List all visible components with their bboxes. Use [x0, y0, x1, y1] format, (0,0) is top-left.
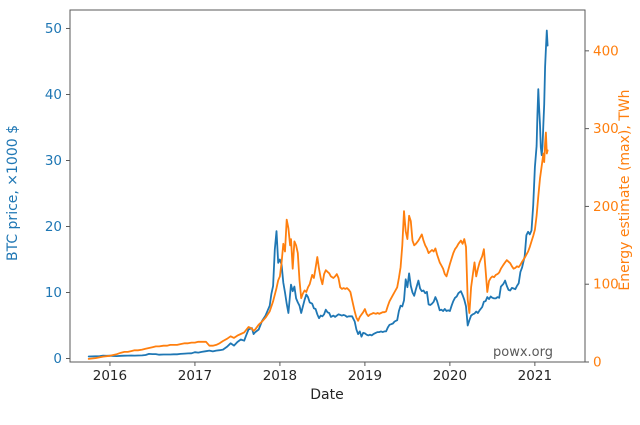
data-lines — [87, 29, 549, 360]
left-tick-label: 30 — [45, 153, 62, 169]
right-tick-label: 200 — [593, 199, 619, 215]
left-tick-label: 50 — [45, 21, 62, 37]
x-tick-label: 2016 — [93, 368, 127, 384]
right-tick-label: 400 — [593, 43, 619, 59]
left-tick-label: 40 — [45, 87, 62, 103]
x-axis-ticks: 2016 2017 2018 2019 2020 2021 — [93, 362, 552, 384]
x-tick-label: 2021 — [518, 368, 552, 384]
x-axis-label: Date — [310, 387, 343, 403]
right-tick-label: 0 — [593, 355, 602, 371]
watermark-text: powx.org — [493, 345, 553, 360]
left-tick-label: 20 — [45, 219, 62, 235]
plot-border — [69, 9, 586, 363]
x-tick-label: 2020 — [433, 368, 467, 384]
y-left-axis-label: BTC price, ×1000 $ — [5, 125, 21, 261]
x-tick-label: 2017 — [178, 368, 212, 384]
y-right-axis-label: Energy estimate (max), TWh — [617, 89, 633, 290]
x-tick-label: 2018 — [263, 368, 297, 384]
left-axis-ticks: 0 10 20 30 40 50 — [45, 21, 70, 367]
x-tick-label: 2019 — [348, 368, 382, 384]
btc-price-line — [87, 29, 549, 358]
right-tick-label: 100 — [593, 277, 619, 293]
left-tick-label: 10 — [45, 285, 62, 301]
energy-estimate-line — [87, 131, 549, 360]
right-tick-label: 300 — [593, 121, 619, 137]
right-axis-ticks: 0 100 200 300 400 — [585, 43, 619, 371]
left-tick-label: 0 — [53, 351, 62, 367]
